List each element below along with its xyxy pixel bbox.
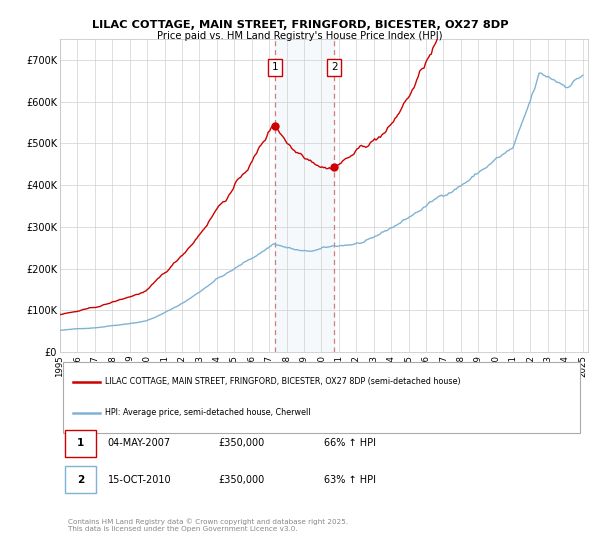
Text: £350,000: £350,000 (218, 475, 265, 485)
Text: LILAC COTTAGE, MAIN STREET, FRINGFORD, BICESTER, OX27 8DP: LILAC COTTAGE, MAIN STREET, FRINGFORD, B… (92, 20, 508, 30)
Text: HPI: Average price, semi-detached house, Cherwell: HPI: Average price, semi-detached house,… (105, 408, 310, 417)
Text: 04-MAY-2007: 04-MAY-2007 (107, 438, 170, 449)
Text: £350,000: £350,000 (218, 438, 265, 449)
Text: LILAC COTTAGE, MAIN STREET, FRINGFORD, BICESTER, OX27 8DP (semi-detached house): LILAC COTTAGE, MAIN STREET, FRINGFORD, B… (105, 377, 461, 386)
FancyBboxPatch shape (65, 430, 96, 457)
Text: Contains HM Land Registry data © Crown copyright and database right 2025.
This d: Contains HM Land Registry data © Crown c… (68, 518, 348, 532)
Text: 63% ↑ HPI: 63% ↑ HPI (324, 475, 376, 485)
Text: 1: 1 (77, 438, 84, 449)
FancyBboxPatch shape (65, 466, 96, 493)
Text: 15-OCT-2010: 15-OCT-2010 (107, 475, 171, 485)
Text: 1: 1 (272, 62, 278, 72)
Bar (275, 39, 334, 352)
FancyBboxPatch shape (62, 362, 580, 433)
Text: Price paid vs. HM Land Registry's House Price Index (HPI): Price paid vs. HM Land Registry's House … (157, 31, 443, 41)
Text: 66% ↑ HPI: 66% ↑ HPI (324, 438, 376, 449)
Text: 2: 2 (331, 62, 338, 72)
Text: 2: 2 (77, 475, 84, 485)
